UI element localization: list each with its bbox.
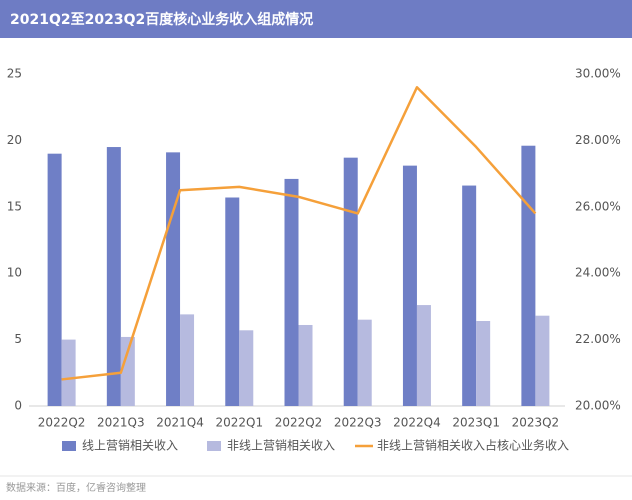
bar <box>284 178 299 406</box>
x-tick-label: 2022Q4 <box>393 416 441 430</box>
bar <box>357 319 372 406</box>
bar <box>61 339 76 406</box>
bar <box>106 147 121 407</box>
bar <box>521 145 536 406</box>
x-tick-label: 2023Q2 <box>512 416 560 430</box>
y-tick-label: 25 <box>7 67 22 81</box>
y2-tick-label: 26.00% <box>575 199 621 213</box>
bar <box>180 314 195 406</box>
bar <box>402 165 417 406</box>
legend-label: 非线上营销相关收入 <box>227 439 335 453</box>
y2-tick-label: 30.00% <box>575 67 621 81</box>
x-tick-label: 2022Q2 <box>275 416 323 430</box>
y-tick-label: 0 <box>14 399 22 413</box>
x-tick-label: 2022Q2 <box>38 416 86 430</box>
bar <box>47 153 62 406</box>
y-tick-label: 20 <box>7 133 22 147</box>
bar <box>120 336 135 406</box>
line-series <box>61 86 537 381</box>
bar <box>166 152 181 406</box>
y2-tick-label: 24.00% <box>575 266 621 280</box>
bar <box>225 197 240 406</box>
y2-tick-label: 20.00% <box>575 399 621 413</box>
bar <box>416 305 431 406</box>
x-tick-label: 2022Q3 <box>334 416 382 430</box>
bar <box>298 324 313 406</box>
x-tick-label: 2023Q1 <box>452 416 500 430</box>
legend-label: 线上营销相关收入 <box>82 439 178 453</box>
source-note: 数据来源：百度，亿睿咨询整理 <box>6 481 146 494</box>
x-tick-label: 2022Q1 <box>215 416 263 430</box>
bar <box>476 321 491 406</box>
bar <box>239 330 254 406</box>
legend-label: 非线上营销相关收入占核心业务收入 <box>377 438 569 453</box>
y-tick-label: 5 <box>14 332 22 346</box>
y-tick-label: 10 <box>7 266 22 280</box>
bar <box>535 315 550 406</box>
legend-marker <box>62 441 76 451</box>
header-band <box>0 0 632 38</box>
legend-marker <box>207 441 221 451</box>
y2-tick-label: 28.00% <box>575 133 621 147</box>
bar <box>462 185 477 406</box>
x-tick-label: 2021Q3 <box>97 416 145 430</box>
x-tick-label: 2021Q4 <box>156 416 204 430</box>
chart-title: 2021Q2至2023Q2百度核心业务收入组成情况 <box>10 11 313 28</box>
bar <box>343 157 358 406</box>
y-tick-label: 15 <box>7 199 22 213</box>
y2-tick-label: 22.00% <box>575 332 621 346</box>
